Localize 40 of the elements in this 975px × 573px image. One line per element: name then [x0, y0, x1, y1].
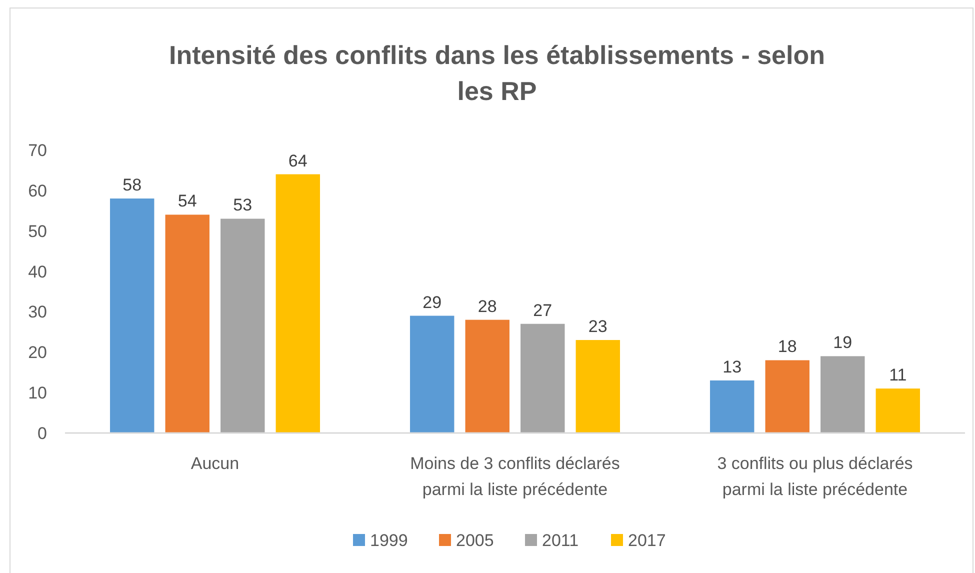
data-label: 53 [233, 196, 252, 215]
bar [520, 324, 565, 433]
data-label: 19 [833, 333, 852, 352]
data-label: 54 [178, 192, 197, 211]
data-label: 28 [478, 296, 497, 316]
legend-label: 2017 [628, 531, 666, 550]
x-tick-label: Aucun [190, 454, 240, 473]
bar [765, 360, 810, 433]
bar [710, 380, 754, 433]
data-label: 18 [778, 337, 797, 356]
bar [465, 320, 510, 433]
bar [876, 388, 920, 433]
y-tick-label: 0 [38, 424, 47, 443]
x-tick-label: Moins de 3 conflits déclarés parmi la liste précédente [410, 454, 620, 499]
data-label: 64 [288, 151, 308, 170]
data-label: 58 [122, 176, 142, 195]
data-label: 29 [422, 292, 442, 312]
y-tick-label: 40 [28, 262, 47, 282]
y-tick-label: 50 [28, 222, 47, 241]
bar [276, 174, 320, 433]
y-tick-label: 30 [28, 302, 47, 322]
legend-label: 2005 [456, 531, 494, 550]
bar [820, 356, 865, 433]
x-tick-label: 3 conflits ou plus déclarés parmi la liste précédente [717, 454, 913, 499]
bar [220, 218, 265, 433]
bar [576, 340, 620, 433]
y-tick-label: 20 [28, 343, 47, 362]
data-label: 27 [533, 300, 552, 320]
y-tick-label: 70 [28, 141, 47, 160]
bar [110, 198, 154, 433]
data-label: 23 [588, 317, 608, 336]
data-label: 13 [722, 357, 742, 376]
legend-label: 1999 [370, 531, 408, 550]
bar [165, 214, 210, 433]
bar [410, 316, 454, 433]
legend-label: 2011 [542, 531, 579, 550]
chart-title: Intensité des conflits dans les établissements - selon les RP [169, 40, 825, 106]
y-tick-label: 60 [28, 181, 47, 200]
y-tick-label: 10 [28, 384, 47, 403]
data-label: 11 [889, 366, 907, 385]
